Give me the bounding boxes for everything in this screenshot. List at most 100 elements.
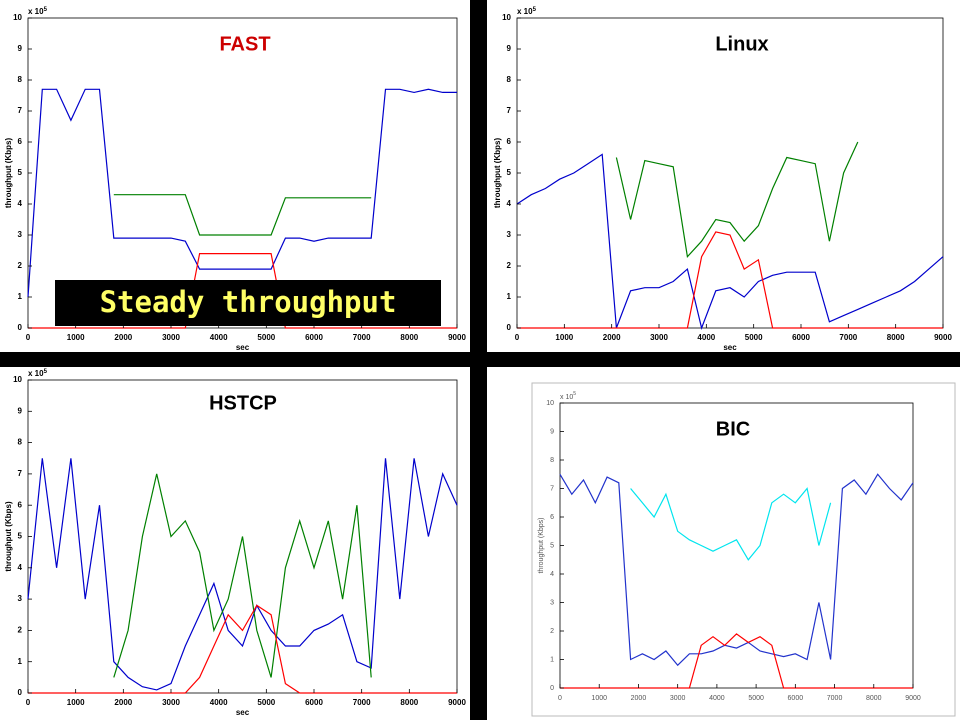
x-tick-label: 2000 <box>114 698 132 707</box>
x-tick-label: 0 <box>515 333 520 342</box>
axis-multiplier-base: x 10 <box>560 394 573 401</box>
x-tick-label: 4000 <box>210 333 228 342</box>
chart-title: Linux <box>715 33 768 55</box>
y-tick-label: 3 <box>18 594 23 603</box>
y-tick-label: 8 <box>18 438 23 447</box>
series-line <box>559 473 914 667</box>
y-tick-label: 6 <box>507 137 512 146</box>
x-tick-label: 8000 <box>400 698 418 707</box>
y-tick-label: 1 <box>18 657 23 666</box>
x-tick-label: 8000 <box>887 333 905 342</box>
plot-area <box>559 402 914 689</box>
y-tick-label: 5 <box>507 168 512 177</box>
y-tick-label: 1 <box>18 292 23 301</box>
annotation-box <box>55 280 441 326</box>
series-line <box>27 88 457 298</box>
y-tick-label: 3 <box>18 230 23 239</box>
axis-multiplier: x 105 <box>560 391 576 401</box>
y-tick-label: 2 <box>18 261 23 270</box>
x-tick-label: 4000 <box>709 695 725 702</box>
y-tick-label: 5 <box>18 532 23 541</box>
axis-multiplier: x 105 <box>28 369 48 379</box>
x-tick-label: 8000 <box>400 333 418 342</box>
x-tick-label: 3000 <box>162 333 180 342</box>
chart-title: BIC <box>716 418 750 440</box>
y-axis-label: throughput (Kbps) <box>493 138 502 209</box>
x-tick-label: 1000 <box>67 333 85 342</box>
x-tick-label: 9000 <box>934 333 952 342</box>
series-line <box>630 487 832 561</box>
series-line <box>27 458 458 691</box>
series-line <box>517 231 943 329</box>
x-tick-label: 2000 <box>114 333 132 342</box>
y-tick-label: 9 <box>18 406 23 415</box>
y-tick-label: 8 <box>18 75 23 84</box>
x-tick-label: 6000 <box>792 333 810 342</box>
y-tick-label: 4 <box>18 563 23 572</box>
x-tick-label: 5000 <box>257 333 275 342</box>
x-tick-label: 7000 <box>353 698 371 707</box>
axis-multiplier-power: 5 <box>44 369 48 375</box>
x-axis-label: sec <box>236 708 250 717</box>
y-tick-label: 2 <box>507 261 512 270</box>
y-tick-label: 6 <box>18 137 23 146</box>
y-tick-label: 7 <box>550 485 554 492</box>
x-axis-label: sec <box>723 343 737 352</box>
axis-multiplier-power: 5 <box>44 7 48 13</box>
y-tick-label: 2 <box>550 628 554 635</box>
chart-title: FAST <box>219 33 270 55</box>
y-tick-label: 4 <box>550 571 554 578</box>
y-tick-label: 9 <box>550 428 554 435</box>
x-tick-label: 0 <box>26 698 31 707</box>
x-tick-label: 5000 <box>748 695 764 702</box>
series-line <box>28 253 457 329</box>
series-line <box>516 153 944 331</box>
y-tick-label: 10 <box>13 13 22 22</box>
series-line <box>113 473 372 678</box>
y-tick-label: 3 <box>550 599 554 606</box>
y-tick-label: 10 <box>13 375 22 384</box>
series-line <box>28 604 457 694</box>
y-tick-label: 3 <box>507 230 512 239</box>
x-tick-label: 2000 <box>631 695 647 702</box>
y-tick-label: 5 <box>18 168 23 177</box>
axis-multiplier-power: 5 <box>573 391 576 397</box>
x-tick-label: 1000 <box>555 333 573 342</box>
axis-multiplier-power: 5 <box>533 7 537 13</box>
x-tick-label: 8000 <box>866 695 882 702</box>
y-tick-label: 10 <box>502 13 511 22</box>
x-tick-label: 4000 <box>697 333 715 342</box>
y-tick-label: 6 <box>550 514 554 521</box>
plot-area <box>516 17 944 329</box>
y-tick-label: 1 <box>507 292 512 301</box>
x-tick-label: 2000 <box>603 333 621 342</box>
x-tick-label: 6000 <box>788 695 804 702</box>
y-tick-label: 0 <box>507 323 512 332</box>
y-tick-label: 10 <box>546 400 554 407</box>
x-tick-label: 0 <box>26 333 31 342</box>
y-tick-label: 7 <box>18 469 23 478</box>
x-tick-label: 9000 <box>448 333 466 342</box>
y-tick-label: 9 <box>18 44 23 53</box>
annotation: Steady throughput <box>100 285 397 319</box>
chart-title: HSTCP <box>209 392 277 414</box>
x-tick-label: 3000 <box>670 695 686 702</box>
x-axis-label: sec <box>236 343 250 352</box>
y-tick-label: 2 <box>18 626 23 635</box>
y-tick-label: 6 <box>18 500 23 509</box>
series-line <box>560 633 913 689</box>
series-line <box>615 141 859 259</box>
y-tick-label: 4 <box>507 199 512 208</box>
axis-multiplier-base: x 10 <box>28 7 44 16</box>
x-tick-label: 7000 <box>839 333 857 342</box>
y-axis-label: throughput (Kbps) <box>4 138 13 209</box>
axis-multiplier-base: x 10 <box>28 369 44 378</box>
y-tick-label: 9 <box>507 44 512 53</box>
axis-multiplier: x 105 <box>517 7 537 17</box>
x-tick-label: 4000 <box>210 698 228 707</box>
y-tick-label: 0 <box>18 323 23 332</box>
x-tick-label: 7000 <box>827 695 843 702</box>
x-tick-label: 9000 <box>448 698 466 707</box>
x-tick-label: 7000 <box>353 333 371 342</box>
